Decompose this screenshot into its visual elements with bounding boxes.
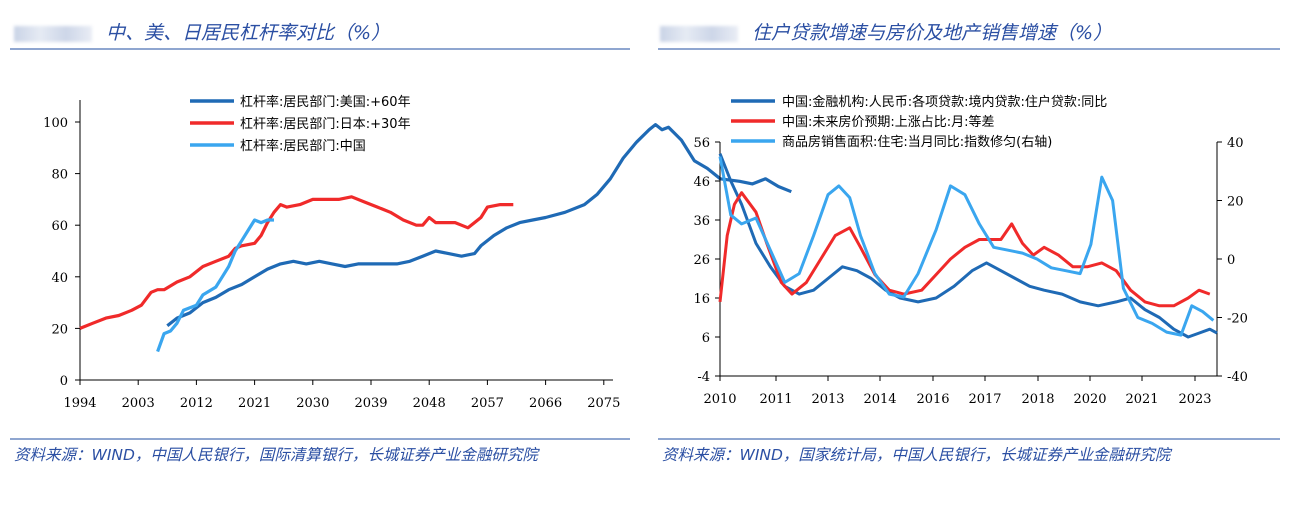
right-chart-x-tick-label: 2017 bbox=[968, 392, 1001, 407]
left-y-tick-label: 40 bbox=[51, 271, 68, 286]
left-y-tick-label: 100 bbox=[43, 116, 68, 131]
right-chart-right-tick-label: 0 bbox=[1227, 253, 1235, 268]
right-chart-x-tick-label: 2016 bbox=[916, 392, 949, 407]
right-chart-x-tick-label: 2021 bbox=[1125, 392, 1158, 407]
right-chart-right-tick-label: 40 bbox=[1227, 136, 1244, 151]
right-source-note: 资料来源：WIND，国家统计局，中国人民银行，长城证券产业金融研究院 bbox=[662, 446, 1171, 464]
left-x-tick-label: 2066 bbox=[529, 396, 562, 411]
right-chart-x-tick-label: 2023 bbox=[1178, 392, 1211, 407]
left-y-tick-label: 20 bbox=[51, 322, 68, 337]
right-chart-left-tick-label: 56 bbox=[693, 136, 710, 151]
right-chart-x-tick-label: 2020 bbox=[1073, 392, 1106, 407]
left-chart-title: 中、美、日居民杠杆率对比（%） bbox=[14, 18, 390, 45]
left-y-tick-label: 0 bbox=[60, 374, 68, 389]
left-x-tick-label: 2048 bbox=[413, 396, 446, 411]
left-bottom-rule bbox=[10, 438, 630, 440]
right-chart-x-tick-label: 2011 bbox=[759, 392, 792, 407]
left-series-line bbox=[156, 218, 274, 353]
left-x-tick-label: 1994 bbox=[63, 396, 96, 411]
left-legend-label: 杠杆率:居民部门:日本:+30年 bbox=[240, 116, 411, 132]
right-chart-left-tick-label: 36 bbox=[693, 214, 710, 229]
redacted-label bbox=[14, 25, 92, 42]
right-chart-left-tick-label: 6 bbox=[702, 331, 710, 346]
right-title-text: 住户贷款增速与房价及地产销售增速（%） bbox=[752, 22, 1113, 44]
left-x-tick-label: 2003 bbox=[122, 396, 155, 411]
left-x-tick-label: 2012 bbox=[180, 396, 213, 411]
right-chart-title: 住户贷款增速与房价及地产销售增速（%） bbox=[660, 18, 1112, 45]
right-chart-left-tick-label: 46 bbox=[693, 175, 710, 190]
left-x-tick-label: 2021 bbox=[238, 396, 271, 411]
left-title-rule bbox=[10, 48, 630, 50]
right-chart-left-tick-label: -4 bbox=[697, 370, 710, 385]
right-series-line bbox=[718, 191, 1211, 308]
left-source-note: 资料来源：WIND，中国人民银行，国际清算银行，长城证券产业金融研究院 bbox=[14, 446, 538, 464]
left-x-tick-label: 2039 bbox=[354, 396, 387, 411]
left-legend-label: 杠杆率:居民部门:美国:+60年 bbox=[240, 94, 411, 110]
right-legend-label: 中国:金融机构:人民币:各项贷款:境内贷款:住户贷款:同比 bbox=[782, 94, 1107, 110]
left-x-tick-label: 2057 bbox=[471, 396, 504, 411]
right-legend-label: 中国:未来房价预期:上涨占比:月:等差 bbox=[782, 114, 995, 130]
left-title-text: 中、美、日居民杠杆率对比（%） bbox=[106, 22, 391, 44]
right-legend-label: 商品房销售面积:住宅:当月同比:指数修匀(右轴) bbox=[782, 134, 1052, 150]
left-legend-label: 杠杆率:居民部门:中国 bbox=[240, 138, 366, 154]
right-series-line bbox=[718, 156, 1215, 337]
right-chart-x-tick-label: 2013 bbox=[811, 392, 844, 407]
right-chart-right-tick-label: 20 bbox=[1227, 195, 1244, 210]
right-chart-right-tick-label: -40 bbox=[1227, 370, 1248, 385]
left-y-tick-label: 80 bbox=[51, 168, 68, 183]
left-x-tick-label: 2075 bbox=[587, 396, 620, 411]
right-chart-x-tick-label: 2010 bbox=[703, 392, 736, 407]
right-chart-left-tick-label: 16 bbox=[693, 292, 710, 307]
redacted-label bbox=[660, 25, 738, 42]
left-series-line bbox=[79, 195, 514, 330]
left-series-line bbox=[166, 123, 792, 328]
right-chart-x-tick-label: 2018 bbox=[1021, 392, 1054, 407]
right-title-rule bbox=[658, 48, 1280, 50]
right-bottom-rule bbox=[658, 438, 1280, 440]
right-chart-x-tick-label: 2014 bbox=[863, 392, 896, 407]
right-chart-right-tick-label: -20 bbox=[1227, 312, 1248, 327]
right-chart-left-tick-label: 26 bbox=[693, 253, 710, 268]
left-x-tick-label: 2030 bbox=[296, 396, 329, 411]
left-y-tick-label: 60 bbox=[51, 219, 68, 234]
